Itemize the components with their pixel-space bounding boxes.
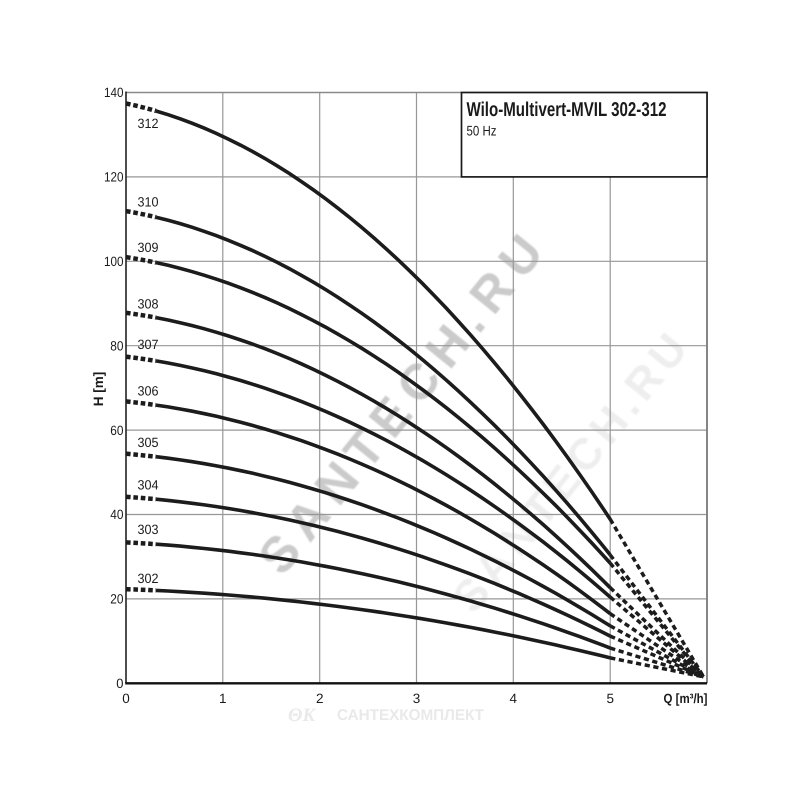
svg-text:304: 304: [138, 478, 159, 493]
svg-text:Q [m³/h]: Q [m³/h]: [664, 691, 708, 706]
svg-text:2: 2: [316, 691, 324, 706]
svg-text:1: 1: [219, 691, 227, 706]
svg-text:Wilo-Multivert-MVIL 302-312: Wilo-Multivert-MVIL 302-312: [467, 99, 667, 121]
svg-text:309: 309: [138, 240, 159, 255]
svg-text:307: 307: [138, 337, 159, 352]
svg-text:312: 312: [138, 116, 159, 131]
svg-text:0: 0: [122, 691, 130, 706]
svg-text:80: 80: [110, 338, 123, 353]
svg-text:20: 20: [110, 592, 123, 607]
svg-text:50 Hz: 50 Hz: [467, 123, 497, 139]
svg-text:302: 302: [138, 571, 159, 586]
svg-text:3: 3: [413, 691, 421, 706]
svg-text:0: 0: [116, 676, 123, 691]
svg-text:5: 5: [606, 691, 614, 706]
svg-text:100: 100: [104, 254, 124, 269]
svg-text:60: 60: [110, 423, 123, 438]
svg-text:305: 305: [138, 435, 159, 450]
svg-text:4: 4: [510, 691, 518, 706]
svg-text:308: 308: [138, 297, 159, 312]
svg-text:303: 303: [138, 522, 159, 537]
svg-text:120: 120: [104, 170, 124, 185]
svg-text:H [m]: H [m]: [91, 372, 106, 407]
svg-text:ΘΚ: ΘΚ: [288, 705, 317, 726]
svg-text:310: 310: [138, 195, 159, 210]
svg-text:140: 140: [104, 85, 124, 100]
svg-text:40: 40: [110, 507, 123, 522]
svg-text:306: 306: [138, 384, 159, 399]
svg-text:САНТЕХКОМПЛЕКТ: САНТЕХКОМПЛЕКТ: [337, 707, 485, 724]
